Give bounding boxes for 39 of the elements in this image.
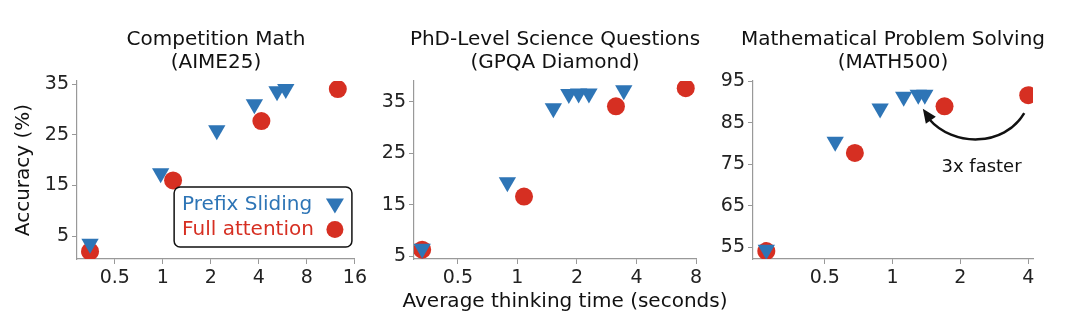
x-tick-label: 2 bbox=[570, 265, 583, 288]
y-tick-label: 85 bbox=[720, 109, 745, 132]
x-tick-label: 1 bbox=[156, 265, 169, 288]
chart-subtitle: (AIME25) bbox=[170, 49, 262, 74]
x-tick-label: 2 bbox=[204, 265, 217, 288]
annotation: 3x faster bbox=[941, 154, 1023, 176]
chart-subtitle: (GPQA Diamond) bbox=[470, 49, 640, 74]
chart-title: PhD-Level Science Questions bbox=[409, 26, 701, 51]
legend-label: Prefix Sliding bbox=[182, 190, 313, 215]
x-tick-label: 0.5 bbox=[442, 265, 473, 288]
x-tick-label: 4 bbox=[630, 265, 643, 288]
x-tick-label: 1 bbox=[886, 265, 899, 288]
x-tick-label: 0.5 bbox=[99, 265, 130, 288]
y-tick-label: 35 bbox=[44, 70, 69, 93]
x-tick-label: 8 bbox=[689, 265, 703, 288]
y-tick-label: 55 bbox=[720, 234, 745, 257]
y-tick-label: 95 bbox=[720, 67, 745, 90]
y-tick-label: 25 bbox=[44, 121, 69, 144]
x-tick-label: 1 bbox=[511, 265, 524, 288]
y-tick-label: 15 bbox=[44, 172, 69, 195]
x-tick-label: 16 bbox=[342, 265, 368, 288]
y-tick-label: 75 bbox=[720, 151, 745, 174]
x-tick-label: 8 bbox=[300, 265, 313, 288]
y-axis-title: Accuracy (%) bbox=[10, 103, 35, 237]
y-tick-label: 65 bbox=[720, 192, 745, 215]
x-tick-label: 0.5 bbox=[809, 265, 840, 288]
y-tick-label: 15 bbox=[381, 191, 406, 214]
y-tick-label: 5 bbox=[56, 223, 69, 246]
chart-title: Competition Math bbox=[126, 26, 306, 51]
x-tick-label: 2 bbox=[954, 265, 967, 288]
y-tick-label: 25 bbox=[381, 140, 406, 163]
x-axis-title: Average thinking time (seconds) bbox=[402, 288, 728, 312]
y-tick-label: 35 bbox=[381, 88, 406, 111]
chart-title: Mathematical Problem Solving bbox=[740, 26, 1046, 51]
x-tick-label: 4 bbox=[1022, 265, 1035, 288]
y-tick-label: 5 bbox=[393, 243, 406, 266]
legend-label: Full attention bbox=[182, 215, 314, 240]
chart-subtitle: (MATH500) bbox=[837, 49, 949, 74]
x-tick-label: 4 bbox=[252, 265, 265, 288]
